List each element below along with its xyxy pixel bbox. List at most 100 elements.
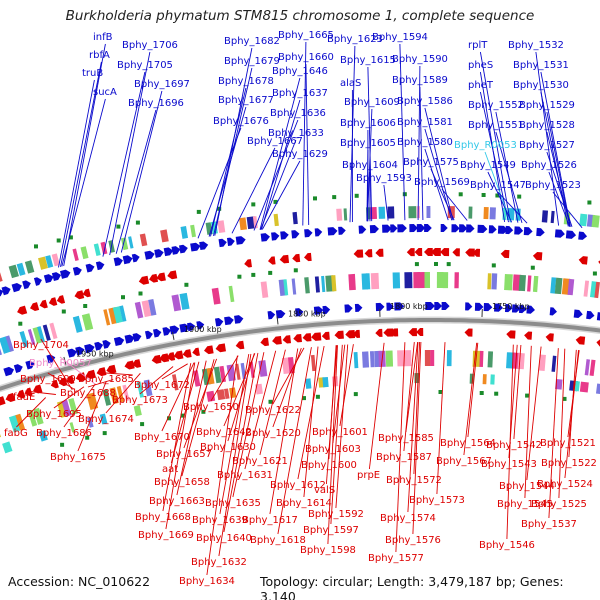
gene-label-reverse[interactable]: Bphy_1592 — [308, 509, 364, 520]
gene-label-forward[interactable]: infB — [93, 32, 113, 43]
gene-label-reverse[interactable]: Bphy_1699 — [20, 374, 76, 385]
gene-label-forward[interactable]: Bphy_1697 — [134, 79, 190, 90]
gene-label-reverse[interactable]: fadE — [13, 392, 35, 403]
gene-label-forward[interactable]: Bphy_1646 — [272, 66, 328, 77]
gene-label-reverse[interactable]: Bphy_1614 — [276, 498, 332, 509]
gene-label-forward[interactable]: Bphy_1679 — [224, 56, 280, 67]
gene-label-reverse[interactable]: Bphy_1598 — [300, 545, 356, 556]
gene-label-reverse[interactable]: Bphy_1635 — [205, 498, 261, 509]
gene-label-forward[interactable]: pheT — [468, 80, 494, 91]
gene-label-reverse[interactable]: Bphy_1668 — [135, 512, 191, 523]
gene-label-reverse[interactable]: Bphy_1585 — [378, 433, 434, 444]
gene-label-reverse[interactable]: Bphy_1612 — [270, 480, 326, 491]
gene-label-reverse[interactable]: prpE — [357, 470, 380, 481]
gene-label-forward[interactable]: Bphy_1575 — [403, 157, 459, 168]
gene-label-reverse[interactable]: Bphy_1670 — [134, 432, 190, 443]
gene-label-reverse[interactable]: fabG — [4, 428, 28, 439]
gene-label-forward[interactable]: Bphy_1633 — [268, 128, 324, 139]
gene-label-forward[interactable]: Bphy_1678 — [218, 76, 274, 87]
gene-label-reverse[interactable]: Bphy_1669 — [138, 530, 194, 541]
gene-label-forward[interactable]: Bphy_1528 — [519, 120, 575, 131]
gene-label-forward[interactable]: Bphy_1551 — [468, 120, 524, 131]
gene-label-reverse[interactable]: Bphy_1686 — [36, 428, 92, 439]
gene-label-reverse[interactable]: aat — [162, 464, 178, 475]
gene-label-reverse[interactable]: Bphy_1672 — [134, 380, 190, 391]
gene-label-forward[interactable]: Bphy_1609 — [344, 97, 400, 108]
gene-label-reverse[interactable]: Bphy_1634 — [179, 576, 235, 587]
gene-label-forward[interactable]: Bphy_1665 — [278, 30, 334, 41]
gene-label-reverse[interactable]: Bphy_1600 — [301, 460, 357, 471]
gene-label-reverse[interactable]: Bphy_1674 — [78, 414, 134, 425]
gene-label-reverse[interactable]: Bphy_1617 — [242, 515, 298, 526]
gene-label-reverse[interactable]: Bphy_1632 — [191, 557, 247, 568]
gene-label-reverse[interactable]: valS — [314, 485, 335, 496]
gene-label-reverse[interactable]: Bphy_1695 — [26, 409, 82, 420]
gene-label-reverse[interactable]: Bphy_1577 — [368, 553, 424, 564]
gene-label-reverse[interactable]: Bphy_1597 — [303, 525, 359, 536]
gene-label-forward[interactable]: Bphy_1606 — [340, 118, 396, 129]
gene-label-forward[interactable]: Bphy_1569 — [414, 177, 470, 188]
gene-label-forward[interactable]: Bphy_1531 — [513, 60, 569, 71]
gene-label-forward[interactable]: Bphy_1581 — [397, 117, 453, 128]
gene-label-forward[interactable]: Bphy_1682 — [224, 36, 280, 47]
gene-label-reverse[interactable]: Bphy_1675 — [50, 452, 106, 463]
gene-label-reverse[interactable]: Bphy_1572 — [386, 475, 442, 486]
gene-label-forward[interactable]: Bphy_1705 — [117, 60, 173, 71]
gene-label-reverse[interactable]: Bphy_1688 — [60, 388, 116, 399]
gene-label-forward[interactable]: Bphy_1677 — [218, 95, 274, 106]
gene-label-reverse[interactable]: Bphy_R0057 — [29, 358, 92, 369]
gene-label-reverse[interactable]: Bphy_1521 — [540, 438, 596, 449]
gene-label-reverse[interactable]: Bphy_1542 — [486, 440, 542, 451]
gene-label-forward[interactable]: Bphy_1605 — [340, 138, 396, 149]
gene-label-reverse[interactable]: Bphy_1685 — [78, 374, 134, 385]
gene-label-reverse[interactable]: Bphy_1601 — [312, 427, 368, 438]
gene-label-forward[interactable]: Bphy_1615 — [340, 55, 396, 66]
gene-label-forward[interactable]: Bphy_1660 — [278, 52, 334, 63]
gene-label-reverse[interactable]: Bphy_1640 — [196, 533, 252, 544]
gene-label-reverse[interactable]: Bphy_1573 — [409, 495, 465, 506]
gene-label-reverse[interactable]: Bphy_1544 — [499, 481, 555, 492]
gene-label-forward[interactable]: Bphy_1667 — [247, 136, 303, 147]
gene-label-reverse[interactable]: Bphy_1576 — [385, 535, 441, 546]
gene-label-reverse[interactable]: Bphy_1657 — [156, 449, 212, 460]
gene-label-reverse[interactable]: Bphy_1658 — [154, 477, 210, 488]
gene-label-forward[interactable]: Bphy_1589 — [392, 75, 448, 86]
gene-label-forward[interactable]: Bphy_1594 — [372, 32, 428, 43]
gene-label-forward[interactable]: Bphy_1580 — [397, 137, 453, 148]
gene-label-forward[interactable]: Bphy_1547 — [470, 180, 526, 191]
gene-label-reverse[interactable]: Bphy_1525 — [531, 499, 587, 510]
gene-label-reverse[interactable]: Bphy_1524 — [537, 479, 593, 490]
gene-label-reverse[interactable]: Bphy_1546 — [479, 540, 535, 551]
gene-label-forward[interactable]: Bphy_1549 — [460, 160, 516, 171]
gene-label-reverse[interactable]: Bphy_1650 — [183, 402, 239, 413]
gene-label-forward[interactable]: Bphy_1636 — [270, 108, 326, 119]
gene-label-reverse[interactable]: Bphy_1621 — [232, 456, 288, 467]
gene-label-forward[interactable]: Bphy_R0053 — [454, 140, 517, 151]
gene-label-forward[interactable]: alaS — [340, 78, 361, 89]
gene-label-reverse[interactable]: Bphy_1704 — [13, 340, 69, 351]
gene-label-forward[interactable]: rplT — [468, 40, 488, 51]
gene-label-reverse[interactable]: Bphy_1642 — [196, 427, 252, 438]
gene-label-forward[interactable]: Bphy_1532 — [508, 40, 564, 51]
gene-label-forward[interactable]: Bphy_1696 — [128, 98, 184, 109]
gene-label-forward[interactable]: pheS — [468, 60, 493, 71]
gene-label-forward[interactable]: Bphy_1530 — [513, 80, 569, 91]
gene-label-forward[interactable]: Bphy_1526 — [521, 160, 577, 171]
gene-label-forward[interactable]: sucA — [93, 87, 117, 98]
gene-label-reverse[interactable]: Bphy_1622 — [245, 405, 301, 416]
gene-label-forward[interactable]: Bphy_1637 — [272, 88, 328, 99]
gene-label-reverse[interactable]: Bphy_1618 — [250, 535, 306, 546]
gene-label-forward[interactable]: rbfA — [89, 50, 110, 61]
gene-label-reverse[interactable]: Bphy_1537 — [521, 519, 577, 530]
gene-label-forward[interactable]: Bphy_1523 — [525, 180, 581, 191]
gene-label-forward[interactable]: Bphy_1527 — [519, 140, 575, 151]
gene-label-reverse[interactable]: Bphy_1663 — [149, 496, 205, 507]
gene-label-forward[interactable]: Bphy_1629 — [272, 149, 328, 160]
gene-label-forward[interactable]: Bphy_1706 — [122, 40, 178, 51]
gene-label-forward[interactable]: Bphy_1623 — [327, 34, 383, 45]
gene-label-forward[interactable]: Bphy_1529 — [519, 100, 575, 111]
gene-label-forward[interactable]: Bphy_1604 — [342, 160, 398, 171]
gene-label-forward[interactable]: Bphy_1552 — [468, 100, 524, 111]
gene-label-reverse[interactable]: Bphy_1620 — [245, 428, 301, 439]
gene-label-reverse[interactable]: Bphy_1543 — [481, 459, 537, 470]
